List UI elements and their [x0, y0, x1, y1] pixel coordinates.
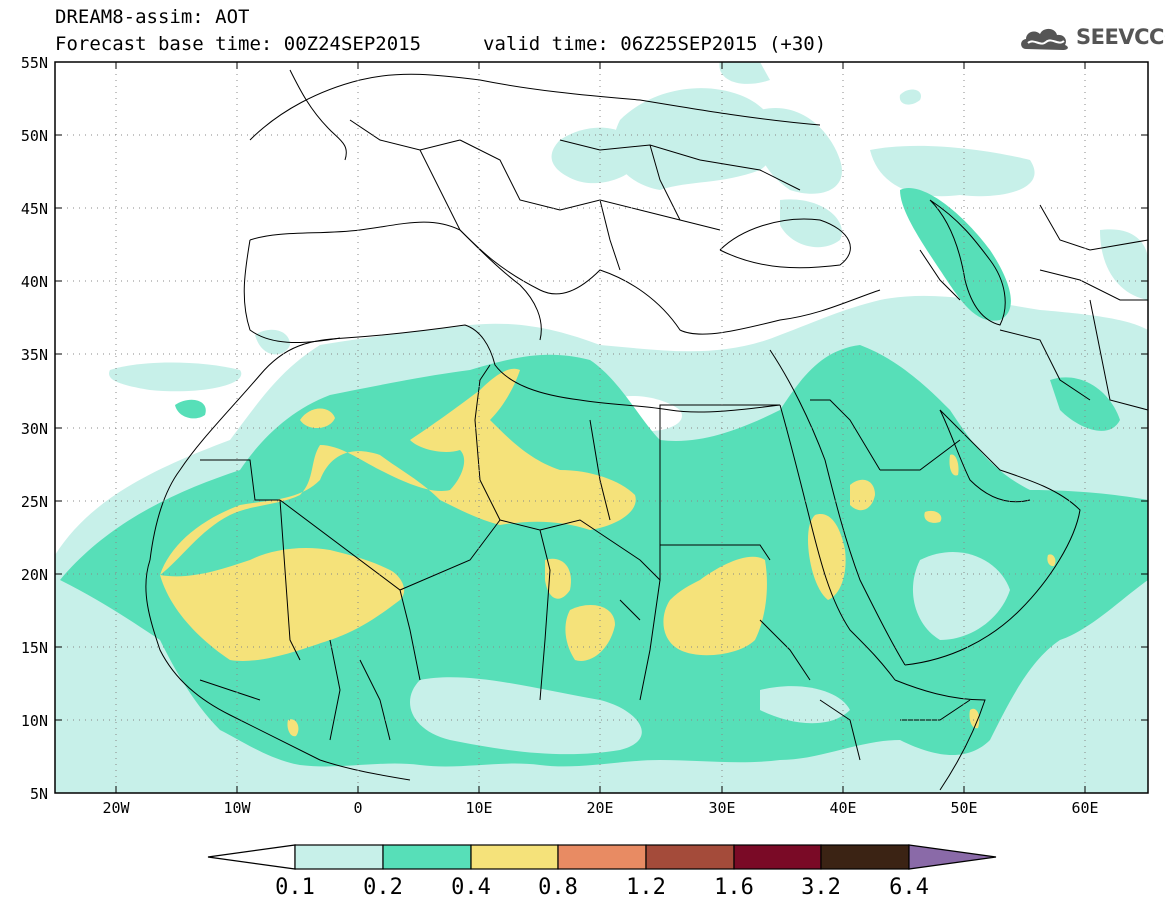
colorbar-label: 1.6 [714, 875, 754, 900]
colorbar-swatch [470, 844, 559, 870]
seevccc-logo: SEEVCCC [1018, 23, 1165, 53]
logo-text: SEEVCCC [1076, 25, 1165, 49]
colorbar-swatch [820, 844, 910, 870]
colorbar-swatch [733, 844, 822, 870]
lat-label: 35N [21, 346, 48, 364]
coastlines-borders [145, 69, 1148, 791]
colorbar-label: 6.4 [889, 875, 929, 900]
lat-label: 5N [30, 785, 48, 803]
colorbar-swatch [557, 844, 647, 870]
colorbar-swatch [382, 844, 472, 870]
colorbar [207, 844, 997, 870]
colorbar-arrow-right [908, 844, 997, 870]
colorbar-swatch [294, 844, 384, 870]
colorbar-swatch [645, 844, 735, 870]
lon-label: 10E [465, 799, 492, 817]
forecast-base-time: Forecast base time: 00Z24SEP2015 [55, 33, 422, 55]
lat-label: 45N [21, 200, 48, 218]
lon-label: 0 [353, 799, 362, 817]
aot-field [55, 62, 1148, 793]
colorbar-label: 0.8 [538, 875, 578, 900]
colorbar-label: 3.2 [801, 875, 841, 900]
lat-label: 20N [21, 566, 48, 584]
lat-labels: 55N 50N 45N 40N 35N 30N 25N 20N 15N 10N … [21, 54, 48, 803]
tick-marks [55, 61, 1148, 793]
colorbar-arrow-left [207, 844, 296, 870]
colorbar-label: 0.4 [451, 875, 491, 900]
lat-label: 55N [21, 54, 48, 72]
graticule [55, 62, 1148, 793]
lon-labels: 20W 10W 0 10E 20E 30E 40E 50E 60E [102, 799, 1098, 817]
colorbar-label: 0.1 [275, 875, 315, 900]
colorbar-labels: 0.1 0.2 0.4 0.8 1.2 1.6 3.2 6.4 [275, 875, 929, 900]
lat-label: 15N [21, 639, 48, 657]
valid-time: valid time: 06Z25SEP2015 (+30) [483, 33, 827, 55]
colorbar-label: 1.2 [626, 875, 666, 900]
lon-label: 20W [102, 799, 130, 817]
aot-level-0-4 [160, 368, 1056, 737]
lat-label: 10N [21, 712, 48, 730]
map-title: DREAM8-assim: AOT [55, 6, 250, 28]
colorbar-label: 0.2 [363, 875, 403, 900]
lon-label: 20E [586, 799, 613, 817]
lon-label: 40E [829, 799, 856, 817]
lon-label: 60E [1071, 799, 1098, 817]
lon-label: 30E [708, 799, 735, 817]
cloud-icon [1021, 28, 1068, 50]
lon-label: 50E [950, 799, 977, 817]
lat-label: 25N [21, 493, 48, 511]
lat-label: 40N [21, 273, 48, 291]
lat-label: 30N [21, 420, 48, 438]
lon-label: 10W [223, 799, 251, 817]
lat-label: 50N [21, 127, 48, 145]
